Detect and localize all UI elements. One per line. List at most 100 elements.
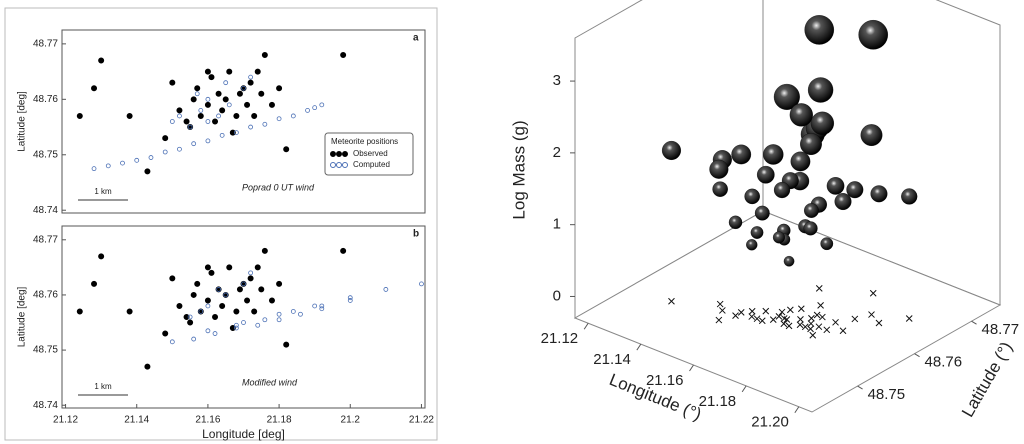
computed-point (191, 336, 197, 342)
scale-label: 1 km (94, 187, 112, 196)
computed-point (383, 287, 389, 292)
plot-frame (61, 225, 426, 409)
mass-sphere (750, 226, 764, 239)
computed-point (198, 108, 204, 113)
computed-point (419, 281, 424, 287)
floor-cross (869, 289, 877, 297)
computed-point (233, 322, 239, 328)
observed-point (190, 96, 197, 103)
computed-point (290, 309, 296, 314)
mass-sphere (870, 185, 888, 203)
plot-frame (61, 29, 426, 214)
mass-sphere (804, 203, 819, 218)
floor-cross (868, 311, 875, 318)
y-tick-label: 48.77 (33, 39, 58, 50)
observed-point (276, 85, 283, 92)
z-tick-label: 2 (553, 144, 561, 161)
mass-sphere (858, 20, 888, 50)
x-tick-label: 21.22 (409, 415, 434, 426)
mass-sphere (709, 159, 729, 179)
observed-point (222, 96, 229, 103)
floor-cross (769, 316, 777, 323)
floor-cross (753, 315, 761, 323)
mass-sphere (772, 231, 785, 244)
floor-cross (775, 313, 783, 320)
computed-point (219, 132, 225, 138)
floor-cross (668, 297, 675, 305)
x-tick (583, 322, 589, 330)
floor-cross (875, 319, 883, 327)
mass-sphere (773, 181, 791, 199)
x-tick (794, 406, 800, 414)
observed-point (229, 325, 236, 332)
computed-point (223, 80, 229, 86)
x-tick (741, 385, 747, 393)
mass-sphere (804, 15, 835, 45)
floor-cross (905, 315, 913, 322)
annotation: Modified wind (242, 377, 298, 387)
computed-point (187, 314, 193, 320)
y-tick-label: 48.76 (33, 290, 58, 301)
computed-point (216, 287, 221, 292)
floor-cross (780, 320, 788, 328)
observed-point (183, 313, 190, 320)
observed-point (251, 112, 258, 119)
mass-sphere (712, 181, 728, 197)
x-axis-label: Longitude [deg] (202, 427, 285, 441)
observed-point (251, 308, 258, 315)
observed-point (283, 341, 290, 348)
y-tick-label: 48.76 (33, 94, 58, 105)
observed-point (254, 68, 261, 75)
y-tick-label: 48.76 (925, 354, 963, 371)
observed-point (226, 68, 233, 75)
floor-cross (719, 307, 726, 314)
mass-sphere (826, 177, 845, 195)
legend-title: Meteorite positions (331, 137, 398, 146)
observed-point (91, 85, 98, 92)
floor-cross (732, 312, 739, 319)
computed-point (262, 121, 268, 127)
x-tick-label: 21.2 (341, 415, 361, 426)
floor (573, 210, 1002, 413)
computed-point (276, 317, 282, 323)
x-tick-label: 21.14 (593, 351, 631, 368)
y-axis-label: Latitude (°) (958, 339, 1016, 421)
computed-point (312, 105, 318, 111)
observed-point (194, 85, 201, 92)
observed-point (233, 308, 240, 315)
observed-point (254, 264, 261, 271)
computed-point (290, 113, 296, 119)
mass-sphere (746, 239, 758, 251)
computed-point (205, 303, 211, 309)
mass-sphere (860, 124, 883, 146)
observed-point (212, 313, 219, 320)
mass-sphere (846, 181, 864, 199)
computed-point (276, 311, 282, 317)
floor-cross (780, 315, 788, 322)
observed-point (258, 286, 265, 293)
mass-sphere (731, 144, 752, 165)
floor-cross (748, 307, 756, 315)
observed-point (244, 101, 251, 108)
observed-point (162, 135, 169, 142)
computed-point (191, 141, 197, 147)
observed-point (204, 101, 211, 108)
computed-point (169, 119, 175, 124)
mass-sphere (800, 133, 822, 155)
computed-point (248, 124, 254, 130)
x-tick-label: 21.12 (541, 330, 579, 347)
observed-point (144, 363, 151, 370)
x-tick (636, 343, 642, 351)
mass-sphere (810, 111, 834, 135)
y-tick-label: 48.77 (982, 321, 1020, 338)
mass-sphere (728, 215, 743, 230)
mass-sphere (661, 140, 681, 160)
y-tick-label: 48.75 (33, 345, 58, 356)
computed-point (226, 102, 232, 108)
x-tick-label: 21.18 (699, 393, 737, 410)
observed-point (194, 280, 201, 287)
observed-point (340, 51, 347, 58)
y-tick-label: 48.74 (33, 400, 58, 411)
computed-point (194, 91, 200, 97)
y-tick-label: 48.77 (33, 234, 58, 245)
